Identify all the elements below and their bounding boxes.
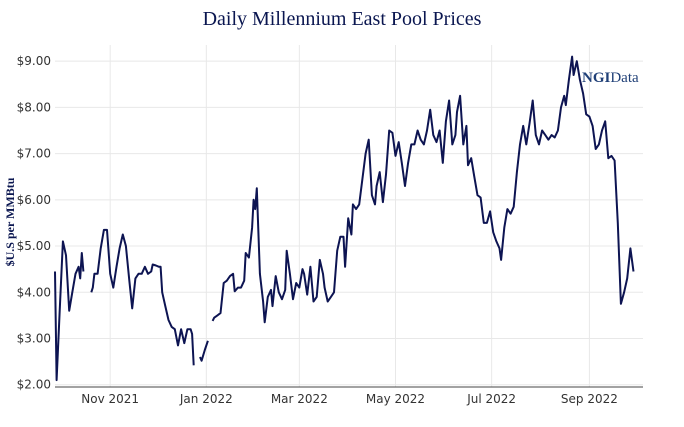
price-series xyxy=(54,55,635,382)
y-axis-label: $U.S per MMBtu xyxy=(3,177,17,266)
x-tick-label: Jan 2022 xyxy=(179,392,233,406)
x-tick-label: Sep 2022 xyxy=(561,392,618,406)
y-tick-label: $3.00 xyxy=(17,331,51,345)
price-line-segment xyxy=(54,240,85,382)
x-axis-ticks: Nov 2021 Jan 2022 Mar 2022 May 2022 Jul 2022… xyxy=(81,392,618,406)
y-axis-ticks: $2.00 $3.00 $4.00 $5.00 $6.00 $7.00 $8.00 $9.00 xyxy=(17,54,51,392)
y-tick-label: $9.00 xyxy=(17,54,51,68)
svg-text:NGIData: NGIData xyxy=(582,70,639,86)
price-line-segment xyxy=(211,55,635,324)
price-line-segment xyxy=(90,228,195,366)
x-tick-label: Nov 2021 xyxy=(81,392,139,406)
y-tick-label: $4.00 xyxy=(17,285,51,299)
y-tick-label: $6.00 xyxy=(17,193,51,207)
x-tick-label: Mar 2022 xyxy=(271,392,328,406)
chart-title: Daily Millennium East Pool Prices xyxy=(203,8,482,30)
y-tick-label: $2.00 xyxy=(17,378,51,392)
ngi-data-logo: NGIData xyxy=(582,70,639,86)
price-line-segment xyxy=(199,340,209,362)
x-tick-label: May 2022 xyxy=(366,392,425,406)
y-tick-label: $7.00 xyxy=(17,147,51,161)
y-tick-label: $8.00 xyxy=(17,100,51,114)
grid xyxy=(55,45,643,387)
y-tick-label: $5.00 xyxy=(17,239,51,253)
x-tick-label: Jul 2022 xyxy=(466,392,516,406)
